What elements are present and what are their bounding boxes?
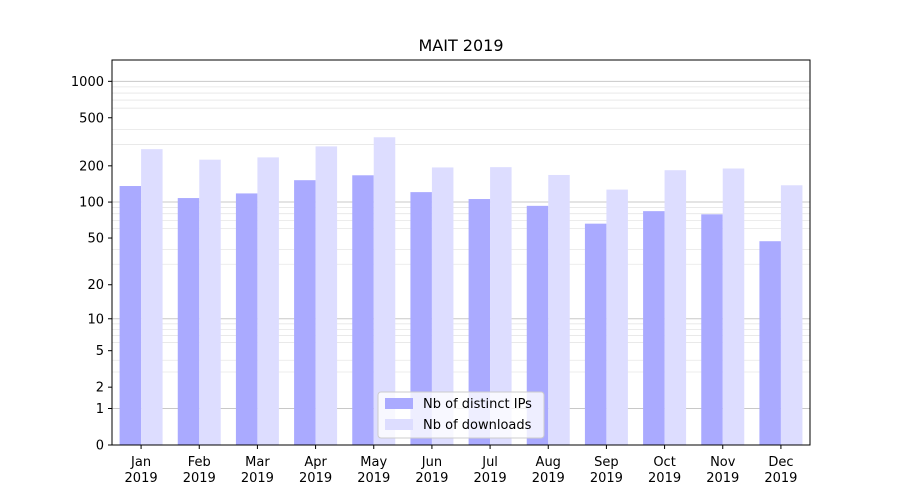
x-tick-label-year: 2019 [357,471,390,486]
x-tick-label-year: 2019 [532,471,565,486]
bar-distinct-ips-feb [177,198,200,445]
bars-layer [119,137,803,446]
bar-downloads-jun [431,167,454,446]
bar-distinct-ips-sep [584,223,607,445]
y-axis: 0 1 2 5 10 20 50 100 200 500 1000 [71,75,112,454]
y-tick-label: 1 [96,402,104,417]
plot-frame [111,59,811,446]
bar-downloads-dec [780,185,803,445]
y-tick-label: 5 [96,344,104,359]
y-tick-label: 1000 [71,75,104,90]
x-tick-label-month: Mar [245,455,270,470]
x-tick-label-month: Jan [130,455,151,470]
x-tick-label-month: Dec [768,455,793,470]
bar-distinct-ips-mar [235,193,258,445]
x-tick-label-month: Jun [421,455,442,470]
bar-distinct-ips-nov [701,214,723,445]
x-tick-label-year: 2019 [125,471,158,486]
bar-downloads-sep [606,189,628,445]
bar-downloads-oct [664,170,687,445]
bar-distinct-ips-dec [759,241,781,445]
y-tick-label: 20 [87,278,104,293]
x-tick-label-month: May [360,455,387,470]
x-tick-label-year: 2019 [299,471,332,486]
bar-distinct-ips-aug [526,205,549,445]
x-tick-label-month: Oct [653,455,675,470]
bar-distinct-ips-apr [294,180,316,445]
y-tick-label: 200 [79,159,104,174]
bar-downloads-jan [141,149,163,445]
y-tick-label: 10 [87,312,104,327]
y-tick-label: 50 [87,232,104,247]
y-tick-label: 100 [79,196,104,211]
y-tick-label: 0 [96,439,104,454]
bar-downloads-aug [548,174,570,445]
x-tick-label-month: Aug [536,455,561,470]
bar-downloads-feb [199,159,221,445]
bar-downloads-apr [315,146,338,446]
legend-swatch-distinct-ips [385,398,413,409]
legend-frame [377,391,545,439]
bar-distinct-ips-oct [643,211,665,445]
bar-distinct-ips-jun [410,192,432,445]
grid-layer [112,80,810,410]
x-tick-label-year: 2019 [764,471,797,486]
x-tick-label-year: 2019 [590,471,623,486]
x-tick-label-month: Apr [304,455,327,470]
y-tick-label: 500 [79,111,104,126]
bar-downloads-nov [722,168,745,446]
x-tick-label-month: Nov [710,455,736,470]
legend-label-distinct-ips: Nb of distinct IPs [423,397,532,412]
x-tick-label-year: 2019 [241,471,274,486]
x-tick-label-year: 2019 [415,471,448,486]
x-tick-label-year: 2019 [648,471,681,486]
y-tick-label: 2 [96,381,104,396]
x-tick-label-year: 2019 [474,471,507,486]
bar-distinct-ips-jan [119,186,142,445]
bar-distinct-ips-jul [468,199,491,445]
legend-label-downloads: Nb of downloads [423,418,532,433]
x-tick-label-year: 2019 [706,471,739,486]
bar-downloads-mar [257,157,279,445]
x-tick-label-month: Feb [188,455,211,470]
legend-swatch-downloads [385,419,413,430]
legend: Nb of distinct IPs Nb of downloads [377,391,545,439]
x-axis: Jan2019Feb2019Mar2019Apr2019May2019Jun20… [125,445,797,486]
x-tick-label-year: 2019 [183,471,216,486]
chart-title: MAIT 2019 [418,36,503,55]
bar-downloads-may [373,137,396,446]
x-tick-label-month: Jul [481,455,498,470]
bar-downloads-jul [490,167,512,445]
bar-distinct-ips-may [352,175,374,445]
x-tick-label-month: Sep [594,455,619,470]
